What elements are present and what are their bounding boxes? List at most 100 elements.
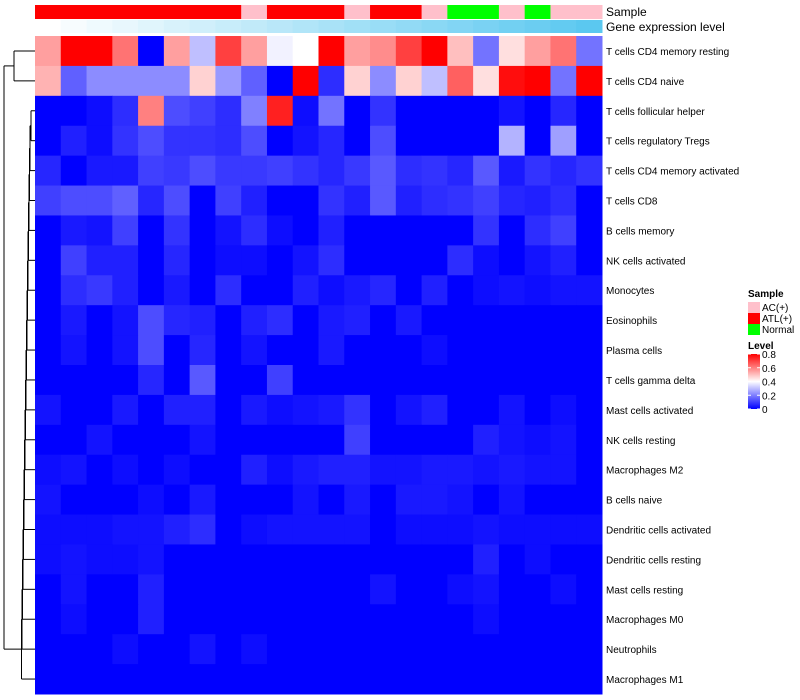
heatmap-cell	[138, 664, 165, 695]
heatmap-cell	[215, 275, 242, 306]
heatmap-cell	[292, 394, 319, 426]
heatmap-cell	[498, 365, 526, 396]
heatmap-cell	[421, 155, 448, 187]
heatmap-cell	[60, 185, 88, 216]
sample-annotation-cell	[60, 5, 88, 19]
sample-annotation-cell	[550, 5, 577, 19]
heatmap-cell	[344, 215, 371, 246]
heatmap-cell	[421, 514, 448, 545]
heatmap-cell	[395, 155, 423, 187]
heatmap-cell	[421, 424, 448, 456]
expression-annotation-cell	[318, 20, 345, 33]
heatmap-cell	[318, 185, 345, 216]
heatmap-cell	[395, 484, 423, 516]
heatmap-cell	[163, 215, 191, 246]
heatmap-cell	[266, 95, 294, 127]
heatmap-cell	[395, 634, 423, 665]
heatmap-cell	[112, 365, 139, 396]
heatmap-cell	[60, 305, 88, 336]
heatmap-cell	[344, 365, 371, 396]
heatmap-cell	[498, 514, 526, 545]
heatmap-cell	[163, 185, 191, 216]
heatmap-cell	[35, 394, 62, 426]
heatmap-cell	[189, 604, 216, 635]
heatmap-cell	[112, 305, 139, 336]
heatmap-cell	[163, 454, 191, 486]
heatmap-cell	[370, 574, 397, 605]
heatmap-cell	[421, 664, 448, 695]
heatmap-cell	[550, 245, 577, 276]
heatmap-cell	[576, 634, 603, 665]
heatmap-cell	[370, 155, 397, 187]
heatmap-cell	[35, 245, 62, 276]
heatmap-cell	[550, 185, 577, 216]
annotation-tracks	[35, 5, 603, 33]
heatmap-cell	[447, 215, 474, 246]
heatmap-cell	[318, 544, 345, 575]
heatmap-cell	[215, 245, 242, 276]
expression-annotation-cell	[524, 20, 551, 33]
expression-annotation-cell	[266, 20, 294, 33]
heatmap-cell	[292, 185, 319, 216]
heatmap-cell	[241, 245, 268, 276]
heatmap-cell	[215, 424, 242, 456]
heatmap-cell	[576, 514, 603, 545]
heatmap-cell	[576, 245, 603, 276]
heatmap-cell	[370, 95, 397, 127]
heatmap-cell	[318, 245, 345, 276]
heatmap-cell	[86, 245, 113, 276]
heatmap-cell	[292, 604, 319, 635]
heatmap-cell	[344, 275, 371, 306]
row-label: Dendritic cells resting	[606, 555, 701, 566]
heatmap-cell	[473, 664, 500, 695]
expression-annotation-cell	[421, 20, 448, 33]
heatmap-cell	[473, 484, 500, 516]
heatmap-cell	[60, 544, 88, 575]
heatmap-cell	[576, 544, 603, 575]
heatmap-cell	[576, 664, 603, 695]
heatmap-cell	[60, 36, 88, 67]
heatmap-cell	[421, 215, 448, 246]
heatmap-cell	[318, 484, 345, 516]
heatmap-cell	[86, 664, 113, 695]
sample-annotation-cell	[35, 5, 62, 19]
heatmap-cell	[163, 514, 191, 545]
heatmap-cell	[447, 36, 474, 67]
row-label: Neutrophils	[606, 645, 657, 656]
heatmap-cell	[318, 365, 345, 396]
heatmap-cell	[344, 604, 371, 635]
heatmap-cell	[550, 454, 577, 486]
heatmap-cell	[112, 125, 139, 157]
heatmap-cell	[138, 36, 165, 67]
expression-annotation-cell	[215, 20, 242, 33]
heatmap-cell	[550, 335, 577, 366]
row-label: B cells memory	[606, 226, 674, 237]
legend-sample-label: ATL(+)	[762, 314, 792, 325]
heatmap-cell	[266, 245, 294, 276]
heatmap-cell	[395, 664, 423, 695]
heatmap-cell	[395, 394, 423, 426]
heatmap-cell	[447, 454, 474, 486]
heatmap-cell	[550, 95, 577, 127]
heatmap-cell	[473, 454, 500, 486]
row-label: T cells follicular helper	[606, 107, 705, 118]
heatmap-cell	[189, 305, 216, 336]
heatmap-cell	[163, 36, 191, 67]
expression-annotation-cell	[473, 20, 500, 33]
expression-annotation-cell	[576, 20, 603, 33]
heatmap-cell	[524, 365, 551, 396]
heatmap-cell	[60, 394, 88, 426]
heatmap-cell	[215, 664, 242, 695]
heatmap-cell	[344, 65, 371, 97]
heatmap-cell	[370, 544, 397, 575]
heatmap-cell	[266, 36, 294, 67]
heatmap-cell	[112, 664, 139, 695]
row-label: T cells CD8	[606, 197, 658, 208]
heatmap-cell	[163, 634, 191, 665]
heatmap-cell	[163, 305, 191, 336]
sample-annotation-cell	[473, 5, 500, 19]
expression-annotation-cell	[395, 20, 423, 33]
heatmap-cell	[576, 275, 603, 306]
heatmap-cell	[189, 155, 216, 187]
heatmap-cell	[189, 95, 216, 127]
